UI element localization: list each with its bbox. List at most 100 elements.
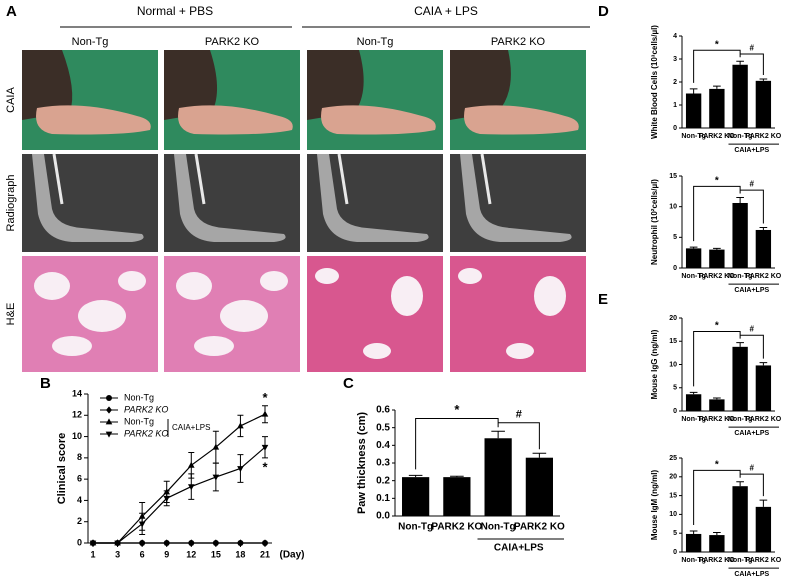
tissue (118, 271, 146, 291)
y-tick-label: 0 (673, 549, 677, 556)
y-axis-label: Mouse IgM (ng/ml) (650, 470, 659, 541)
error-bar (736, 60, 744, 65)
error-bar (713, 247, 721, 250)
x-tick-label: PARK2 KO (699, 416, 735, 423)
tissue (52, 336, 92, 356)
series-line (93, 446, 266, 544)
y-tick-label: 0.3 (376, 458, 390, 469)
significance-bracket (498, 422, 540, 450)
x-tick-label: Non-Tg (728, 273, 753, 280)
bar (709, 535, 725, 552)
paw (321, 105, 436, 135)
photo (450, 153, 586, 252)
x-tick-label: Non-Tg (728, 416, 753, 423)
x-tick-label: 12 (186, 549, 196, 559)
y-tick-label: 10 (669, 511, 677, 518)
y-tick-label: 3 (673, 56, 677, 63)
x-tick-label: Non-Tg (681, 273, 706, 280)
x-tick-label: 9 (164, 549, 169, 559)
error-bar (736, 342, 744, 347)
bar (755, 229, 772, 268)
y-tick-label: 20 (669, 474, 677, 481)
error-bar (759, 499, 768, 507)
y-tick-label: 2 (673, 79, 677, 86)
y-tick-label: 6 (77, 474, 82, 484)
annotation: * (262, 459, 268, 474)
tissue (458, 268, 482, 284)
tissue (194, 336, 234, 356)
error-bar (713, 397, 721, 400)
y-axis-label: Neutrophil (10²cells/µl) (650, 179, 659, 265)
group-header: Normal + PBS (137, 4, 213, 18)
bar (402, 477, 430, 516)
x-tick-label: 1 (90, 549, 95, 559)
tissue (78, 300, 126, 332)
legend-group: CAIA+LPS (172, 423, 210, 432)
bar (732, 202, 748, 268)
legend-marker (106, 406, 112, 414)
bar (732, 346, 748, 411)
tissue (315, 268, 339, 284)
legend-marker (105, 418, 113, 425)
photo (22, 50, 158, 150)
y-tick-label: 0.5 (376, 422, 390, 433)
x-tick-label: Non-Tg (728, 133, 753, 140)
y-tick-label: 0.2 (376, 475, 390, 486)
y-tick-label: 0 (673, 408, 677, 415)
bar (525, 457, 553, 516)
annotation: # (750, 464, 755, 473)
bone (32, 154, 144, 242)
y-tick-label: 0.0 (376, 511, 390, 522)
y-tick-label: 10 (72, 431, 82, 441)
group-header: CAIA + LPS (414, 4, 478, 18)
tissue (34, 272, 70, 300)
panel-letter: D (598, 3, 609, 20)
bar (732, 486, 748, 552)
group-label: CAIA+LPS (734, 430, 769, 437)
error-bar (759, 227, 768, 230)
group-label: CAIA+LPS (734, 147, 769, 154)
photo (307, 153, 443, 252)
x-tick-label: PARK2 KO (514, 522, 565, 533)
bar (685, 394, 702, 411)
bar (685, 533, 702, 552)
x-tick-label: PARK2 KO (746, 557, 782, 564)
y-tick-label: 1 (673, 102, 677, 109)
panel-letter: C (343, 375, 354, 392)
x-tick-label: Non-Tg (481, 522, 516, 533)
y-tick-label: 20 (669, 315, 677, 322)
error-bar (491, 430, 505, 439)
y-tick-label: 4 (673, 33, 677, 40)
marker (237, 539, 244, 547)
y-tick-label: 4 (77, 495, 82, 505)
error-bar (689, 530, 698, 534)
marker (187, 461, 195, 468)
column-header: Non-Tg (357, 36, 394, 48)
x-tick-label: PARK2 KO (699, 557, 735, 564)
bar (443, 477, 471, 516)
tissue (220, 300, 268, 332)
tissue (391, 276, 423, 316)
y-tick-label: 2 (77, 516, 82, 526)
significance-bracket (740, 189, 764, 224)
photo (164, 153, 300, 252)
bar (685, 248, 702, 268)
annotation: # (750, 43, 755, 52)
y-tick-label: 8 (77, 452, 82, 462)
x-tick-label: Non-Tg (398, 522, 433, 533)
x-tick-label: 18 (235, 549, 245, 559)
annotation: # (516, 409, 522, 421)
photo (450, 50, 586, 150)
marker (261, 444, 269, 451)
marker (212, 443, 220, 450)
y-tick-label: 15 (669, 492, 677, 499)
error-bar (713, 531, 721, 536)
bone (480, 153, 492, 205)
y-tick-label: 0.1 (376, 493, 390, 504)
group-label: CAIA+LPS (734, 571, 769, 576)
y-tick-label: 10 (669, 204, 677, 211)
annotation: * (715, 39, 719, 50)
x-tick-label: 15 (211, 549, 221, 559)
marker (163, 495, 171, 502)
